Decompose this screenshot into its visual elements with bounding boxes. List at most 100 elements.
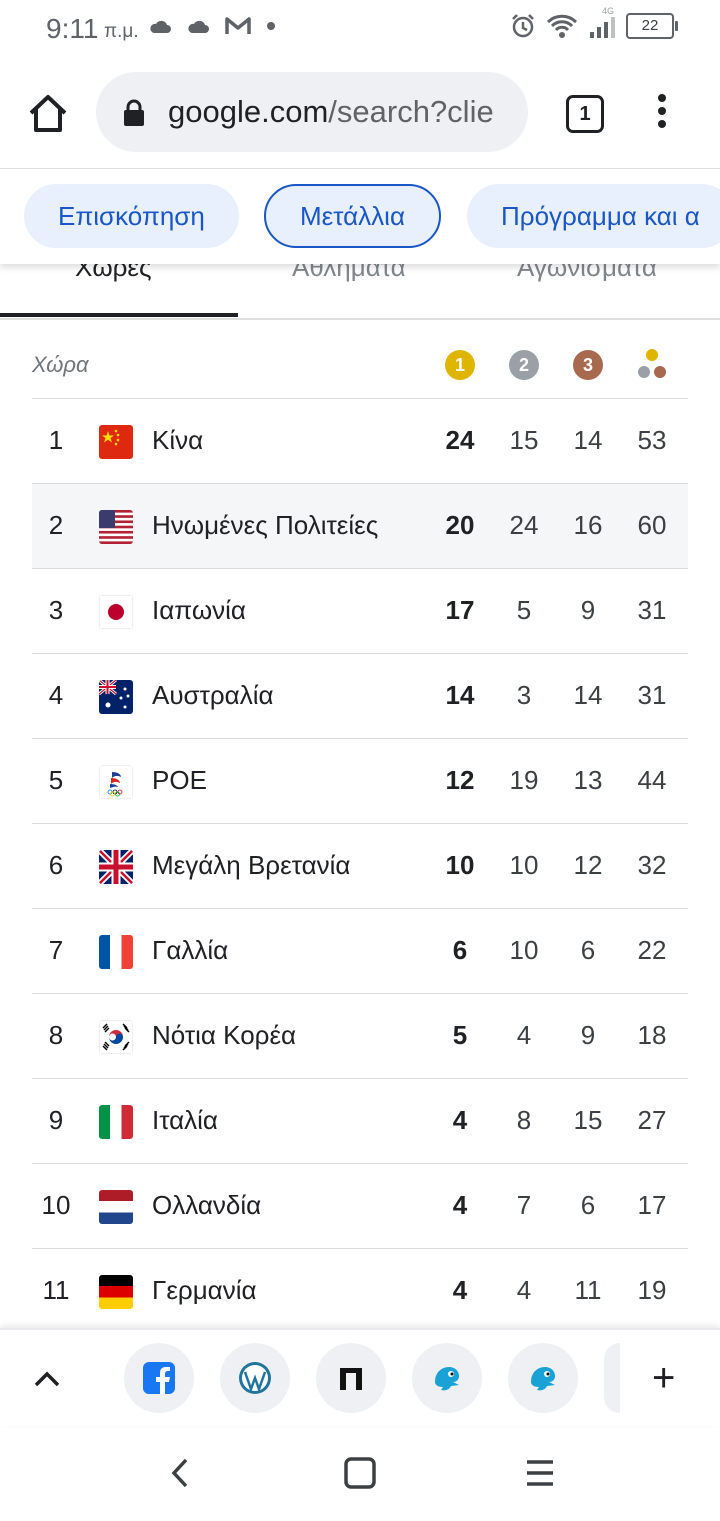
row-bronze-count: 14 (573, 680, 603, 710)
row-bronze-count: 16 (573, 510, 603, 540)
wordpress-icon (239, 1362, 271, 1394)
bookmark-wordpress[interactable] (220, 1343, 290, 1413)
bookmark-bird-2[interactable] (508, 1343, 578, 1413)
flag-us-icon (99, 510, 133, 544)
bronze-medal-icon: 3 (573, 350, 603, 380)
signal-icon: 4G (588, 6, 616, 40)
flag-jp-icon (99, 595, 133, 629)
row-rank: 1 (48, 425, 64, 455)
total-medals-icon (638, 349, 666, 378)
row-silver-count: 7 (516, 1190, 532, 1220)
table-row[interactable]: 7 Γαλλία 6 10 6 22 (32, 909, 688, 994)
silver-medal-icon: 2 (509, 350, 539, 380)
network-type: 4G (601, 6, 614, 16)
row-gold-count: 20 (445, 510, 475, 540)
row-total-count: 32 (637, 850, 667, 880)
flag-cn-icon (99, 425, 133, 459)
row-rank: 6 (48, 850, 64, 880)
table-row[interactable]: 10 Ολλανδία 4 7 6 17 (32, 1164, 688, 1249)
medal-table: Χώρα 1 2 3 1 Κίνα 24 15 14 53 2 Ηνωμένες Πολιτε… (32, 330, 688, 1334)
row-bronze-count: 15 (573, 1105, 603, 1135)
table-row[interactable]: 9 Ιταλία 4 8 15 27 (32, 1079, 688, 1164)
status-ampm: π.μ. (104, 21, 139, 42)
row-rank: 11 (42, 1275, 70, 1305)
tab-switcher-button[interactable]: 1 (566, 95, 604, 133)
row-total-count: 19 (637, 1275, 667, 1305)
row-gold-count: 4 (452, 1275, 468, 1305)
row-silver-count: 4 (516, 1275, 532, 1305)
row-bronze-count: 9 (580, 595, 596, 625)
row-total-count: 31 (637, 680, 667, 710)
row-gold-count: 14 (445, 680, 475, 710)
flag-au-icon (99, 680, 133, 714)
home-nav-icon[interactable] (343, 1456, 377, 1490)
bookmark-bird-1[interactable] (412, 1343, 482, 1413)
table-row[interactable]: 4 Αυστραλία 14 3 14 31 (32, 654, 688, 739)
add-bookmark-button[interactable]: + (652, 1356, 676, 1400)
row-bronze-count: 6 (580, 935, 596, 965)
bird-icon (531, 1367, 555, 1391)
more-options-button[interactable] (652, 94, 672, 134)
row-rank: 8 (48, 1020, 64, 1050)
table-row[interactable]: 1 Κίνα 24 15 14 53 (32, 399, 688, 484)
chip-schedule[interactable]: Πρόγραμμα και α (467, 184, 720, 248)
row-total-count: 31 (637, 595, 667, 625)
row-gold-count: 4 (452, 1190, 468, 1220)
table-row[interactable]: 6 Μεγάλη Βρετανία 10 10 12 32 (32, 824, 688, 909)
url-text: google.com/search?clie (168, 94, 494, 129)
pi-icon (340, 1368, 362, 1390)
row-silver-count: 15 (509, 425, 539, 455)
home-icon (29, 95, 67, 132)
row-country: Ολλανδία (152, 1190, 262, 1220)
table-row[interactable]: 3 Ιαπωνία 17 5 9 31 (32, 569, 688, 654)
chevron-up-icon[interactable] (30, 1362, 64, 1396)
row-gold-count: 24 (445, 425, 475, 455)
flag-roc-icon (99, 765, 133, 799)
row-total-count: 22 (637, 935, 667, 965)
row-gold-count: 10 (445, 850, 475, 880)
recent-apps-icon[interactable] (524, 1456, 556, 1490)
row-rank: 9 (48, 1105, 64, 1135)
row-country: Γερμανία (152, 1275, 257, 1305)
chip-overview[interactable]: Επισκόπηση (24, 184, 239, 248)
table-row[interactable]: 11 Γερμανία 4 4 11 19 (32, 1249, 688, 1334)
row-total-count: 17 (637, 1190, 667, 1220)
row-rank: 2 (48, 510, 64, 540)
table-header: Χώρα 1 2 3 (32, 330, 688, 399)
notification-icons (148, 16, 276, 36)
row-country: Ηνωμένες Πολιτείες (152, 510, 379, 540)
row-country: Νότια Κορέα (152, 1020, 297, 1050)
table-row[interactable]: 8 Νότια Κορέα 5 4 9 18 (32, 994, 688, 1079)
address-bar[interactable]: google.com/search?clie (96, 72, 528, 152)
row-country: Αυστραλία (152, 680, 274, 710)
row-gold-count: 6 (452, 935, 468, 965)
system-icons: 4G 22 (510, 6, 678, 40)
row-rank: 3 (48, 595, 64, 625)
flag-it-icon (99, 1105, 133, 1139)
row-total-count: 18 (637, 1020, 667, 1050)
wifi-icon (546, 14, 578, 38)
row-bronze-count: 12 (573, 850, 603, 880)
flag-fr-icon (99, 935, 133, 969)
flag-kr-icon (99, 1020, 133, 1054)
table-row[interactable]: 2 Ηνωμένες Πολιτείες 20 24 16 60 (32, 484, 688, 569)
alarm-icon (512, 14, 534, 38)
bookmark-partial[interactable] (604, 1343, 620, 1413)
row-silver-count: 24 (509, 510, 539, 540)
row-rank: 5 (48, 765, 64, 795)
row-gold-count: 5 (452, 1020, 468, 1050)
bookmark-facebook[interactable] (124, 1343, 194, 1413)
home-button[interactable] (26, 92, 70, 136)
cloud-icon (188, 20, 209, 33)
back-icon[interactable] (166, 1456, 194, 1490)
row-gold-count: 4 (452, 1105, 468, 1135)
row-country: Ιταλία (152, 1105, 218, 1135)
row-silver-count: 19 (509, 765, 539, 795)
row-silver-count: 3 (516, 680, 532, 710)
active-tab-indicator (0, 313, 238, 317)
row-silver-count: 10 (509, 850, 539, 880)
bookmark-pi[interactable] (316, 1343, 386, 1413)
table-row[interactable]: 5 ΡΟΕ 12 19 13 44 (32, 739, 688, 824)
chip-medals[interactable]: Μετάλλια (264, 184, 441, 248)
header-country: Χώρα (32, 352, 89, 377)
